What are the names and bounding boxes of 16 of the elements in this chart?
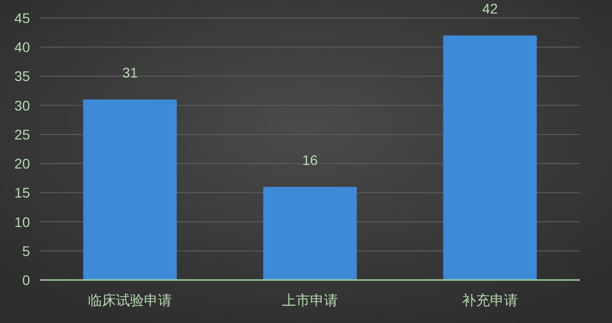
x-tick-label: 上市申请 [282, 292, 338, 308]
data-label: 16 [302, 152, 318, 168]
x-tick-label: 临床试验申请 [88, 292, 172, 308]
data-label: 42 [482, 0, 498, 16]
y-tick-label: 0 [22, 272, 30, 288]
y-tick-label: 30 [14, 97, 30, 114]
data-label: 31 [122, 64, 138, 81]
y-tick-label: 20 [14, 156, 30, 172]
y-tick-label: 5 [22, 242, 30, 259]
y-tick-label: 40 [14, 39, 30, 56]
y-tick-label: 15 [14, 184, 30, 201]
y-tick-label: 25 [14, 126, 30, 142]
x-tick-label: 补充申请 [462, 292, 518, 308]
y-tick-label: 45 [14, 10, 30, 26]
y-tick-label: 10 [14, 214, 30, 230]
y-tick-label: 35 [14, 68, 30, 84]
